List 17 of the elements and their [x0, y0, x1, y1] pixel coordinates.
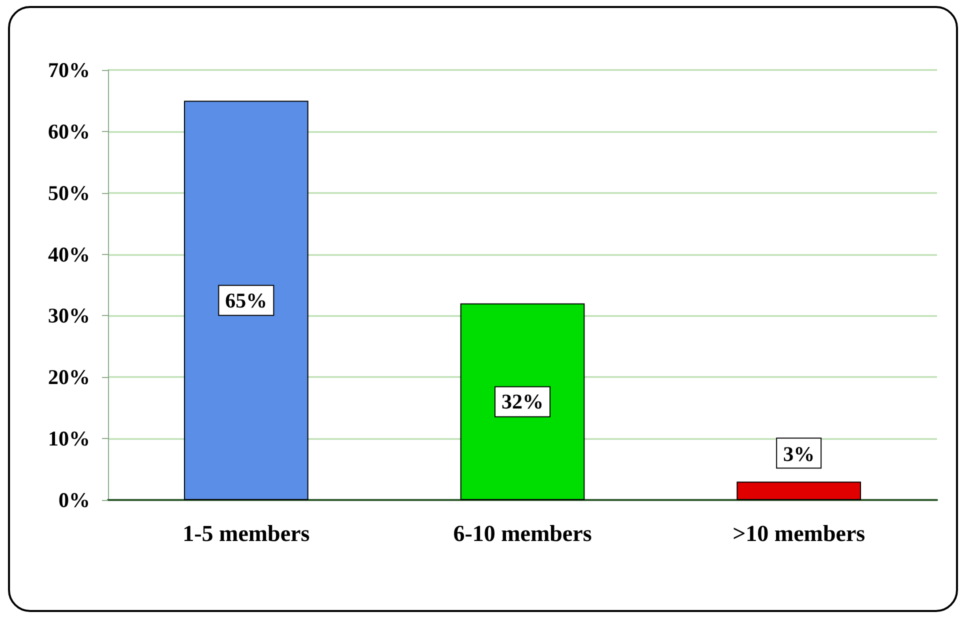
y-tick-label: 20% — [48, 365, 90, 390]
x-tick-label: >10 members — [732, 521, 866, 546]
y-tick-label: 0% — [58, 488, 90, 512]
data-label: 65% — [225, 288, 268, 312]
x-tick-label: 1-5 members — [182, 521, 310, 546]
bar — [460, 303, 585, 500]
y-tick-label: 30% — [48, 304, 90, 328]
y-tick-label: 10% — [48, 426, 90, 451]
data-label: 32% — [502, 390, 544, 414]
y-tick-label: 60% — [48, 119, 90, 144]
bar — [736, 482, 862, 500]
bar — [184, 100, 308, 500]
y-tick-label: 40% — [48, 242, 90, 266]
y-tick-label: 50% — [48, 180, 90, 205]
y-tick-label: 70% — [48, 58, 90, 82]
data-label: 3% — [783, 442, 815, 466]
x-tick-label: 6-10 members — [453, 521, 592, 546]
